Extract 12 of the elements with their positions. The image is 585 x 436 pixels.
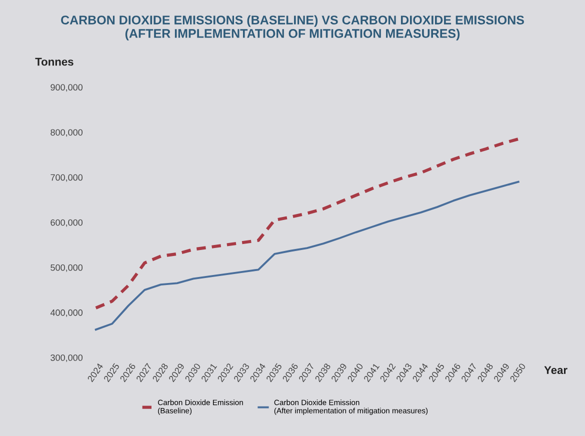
y-tick-label: 400,000 <box>50 309 83 317</box>
y-tick-label: 600,000 <box>50 219 83 227</box>
y-tick-label: 800,000 <box>50 129 83 137</box>
line-series <box>94 137 520 310</box>
y-tick-label: 700,000 <box>50 174 83 182</box>
y-axis-title: Tonnes <box>35 58 74 66</box>
chart-title: CARBON DIOXIDE EMISSIONS (BASELINE) VS CARBON DIOXIDE EMISSIONS (AFTER IMPLEMENTATION OF MITIGATION MEASURES) <box>61 15 524 40</box>
line-series <box>94 180 520 331</box>
y-tick-label: 300,000 <box>50 354 83 362</box>
x-axis-title: Year <box>544 366 568 374</box>
y-tick-label: 900,000 <box>50 84 83 92</box>
y-tick-label: 500,000 <box>50 264 83 272</box>
